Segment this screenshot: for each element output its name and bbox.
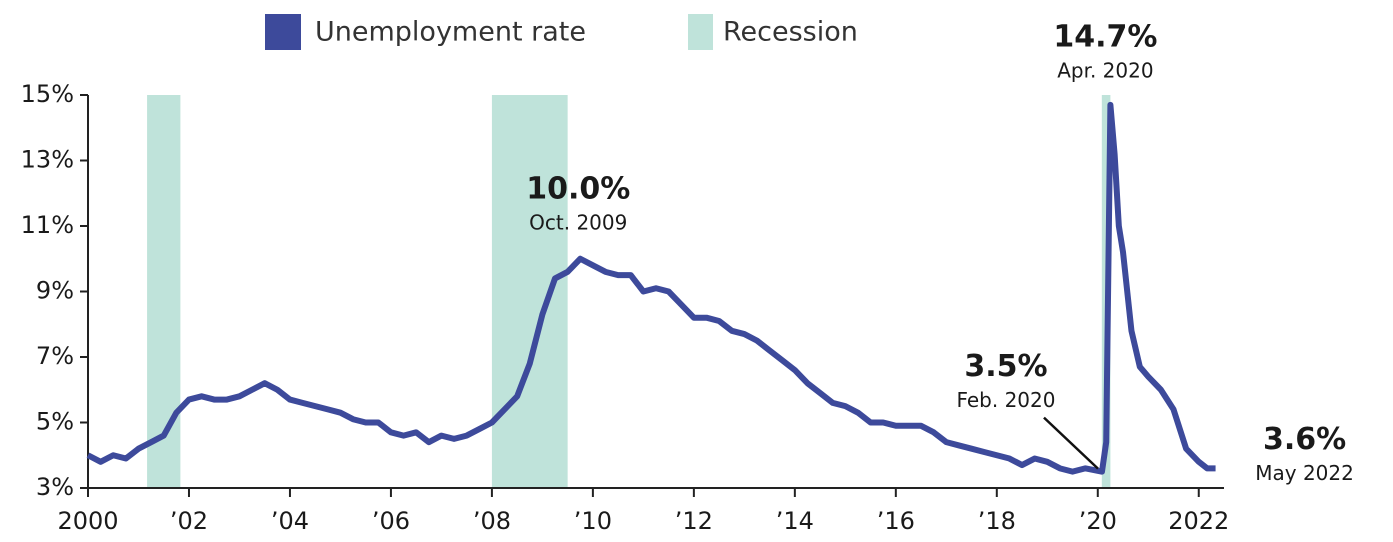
x-tick-label: ’20 [1079, 507, 1117, 535]
x-tick-label: ’04 [271, 507, 309, 535]
x-tick-label: ’18 [978, 507, 1016, 535]
annotation-date: Oct. 2009 [529, 210, 627, 234]
legend-label: Unemployment rate [315, 17, 586, 48]
annotation-value: 3.5% [964, 349, 1047, 384]
y-tick-label: 15% [21, 80, 74, 108]
annotation-date: May 2022 [1255, 461, 1354, 485]
annotation-date: Feb. 2020 [956, 388, 1055, 412]
annotation-value: 10.0% [526, 171, 630, 206]
x-tick-label: 2000 [57, 507, 118, 535]
x-tick-label: ’12 [675, 507, 713, 535]
y-tick-label: 11% [21, 211, 74, 239]
chart: 3% 5% 7% 9% 11% 13% 15% 2000 ’02 ’04 ’06 ’08 ’10 ’12 ’… [0, 0, 1393, 542]
page: 3% 5% 7% 9% 11% 13% 15% 2000 ’02 ’04 ’06 ’08 ’10 ’12 ’… [0, 0, 1393, 542]
recession-band [492, 95, 568, 488]
recession-band [147, 95, 180, 488]
x-tick-label: ’16 [877, 507, 915, 535]
line [88, 105, 1216, 472]
y-tick-label: 7% [36, 342, 74, 370]
y-tick-label: 9% [36, 277, 74, 305]
y-tick-label: 13% [21, 146, 74, 174]
x-tick-label: ’14 [776, 507, 814, 535]
legend-label: Recession [723, 17, 858, 48]
y-tick-label: 3% [36, 473, 74, 501]
annotation-value: 3.6% [1263, 422, 1346, 457]
x-tick-label: ’02 [170, 507, 208, 535]
annotation-value: 14.7% [1053, 19, 1157, 54]
y-tick-label: 5% [36, 408, 74, 436]
legend-swatch [688, 14, 713, 50]
x-tick-label: ’10 [574, 507, 612, 535]
annotation-date: Apr. 2020 [1057, 58, 1153, 82]
legend-swatch [265, 14, 301, 50]
x-tick-label: ’06 [372, 507, 410, 535]
x-tick-label: 2022 [1168, 507, 1229, 535]
x-tick-label: ’08 [473, 507, 511, 535]
